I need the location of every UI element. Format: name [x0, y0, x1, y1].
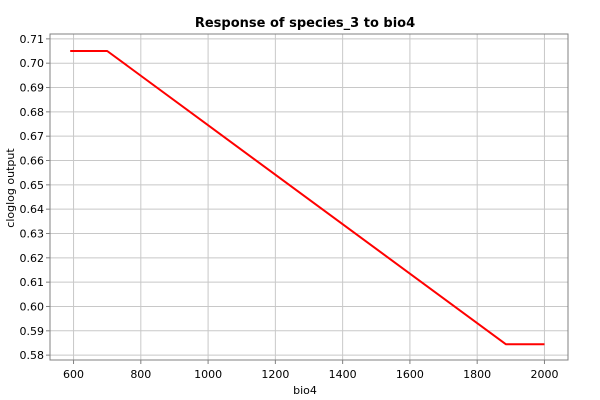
x-tick-label: 600 — [63, 368, 84, 381]
y-tick-label: 0.70 — [20, 57, 45, 70]
x-tick-label: 2000 — [530, 368, 558, 381]
y-axis-title: cloglog output — [4, 148, 17, 228]
grid — [50, 34, 568, 360]
y-tick-label: 0.69 — [20, 82, 45, 95]
y-tick-label: 0.63 — [20, 227, 45, 240]
y-tick-label: 0.65 — [20, 179, 45, 192]
y-tick-label: 0.67 — [20, 130, 45, 143]
y-tick-label: 0.62 — [20, 252, 45, 265]
y-tick-label: 0.64 — [20, 203, 45, 216]
y-tick-label: 0.66 — [20, 155, 45, 168]
y-tick-label: 0.71 — [20, 33, 45, 46]
y-tick-label: 0.59 — [20, 325, 45, 338]
series-layer — [70, 50, 545, 346]
x-axis: 600 800 1000 1200 1400 1600 1800 2000 — [63, 360, 558, 381]
response-curve-line — [70, 50, 545, 346]
plot-frame — [49, 33, 569, 361]
x-tick-label: 1000 — [194, 368, 222, 381]
y-tick-label: 0.58 — [20, 349, 45, 362]
x-tick-label: 1400 — [329, 368, 357, 381]
x-tick-label: 1600 — [396, 368, 424, 381]
x-axis-title: bio4 — [293, 384, 317, 397]
y-tick-label: 0.60 — [20, 300, 45, 313]
x-tick-label: 800 — [130, 368, 151, 381]
chart-title: Response of species_3 to bio4 — [195, 16, 415, 31]
y-tick-label: 0.61 — [20, 276, 45, 289]
x-tick-label: 1800 — [463, 368, 491, 381]
y-axis: 0.58 0.59 0.60 0.61 0.62 0.63 0.64 0.65 0.66 0.67… — [20, 33, 50, 362]
x-tick-label: 1200 — [261, 368, 289, 381]
y-tick-label: 0.68 — [20, 106, 45, 119]
